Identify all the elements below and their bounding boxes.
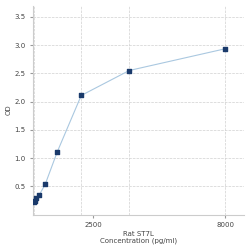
Y-axis label: OD: OD <box>6 105 12 115</box>
Point <box>43 182 47 186</box>
Point <box>37 193 41 197</box>
Point <box>127 68 131 72</box>
Point <box>34 196 38 200</box>
Point <box>33 199 37 203</box>
Point <box>32 200 36 204</box>
Point <box>223 47 227 51</box>
Point <box>79 94 83 98</box>
Point <box>55 150 59 154</box>
X-axis label: Rat ST7L
Concentration (pg/ml): Rat ST7L Concentration (pg/ml) <box>100 231 178 244</box>
